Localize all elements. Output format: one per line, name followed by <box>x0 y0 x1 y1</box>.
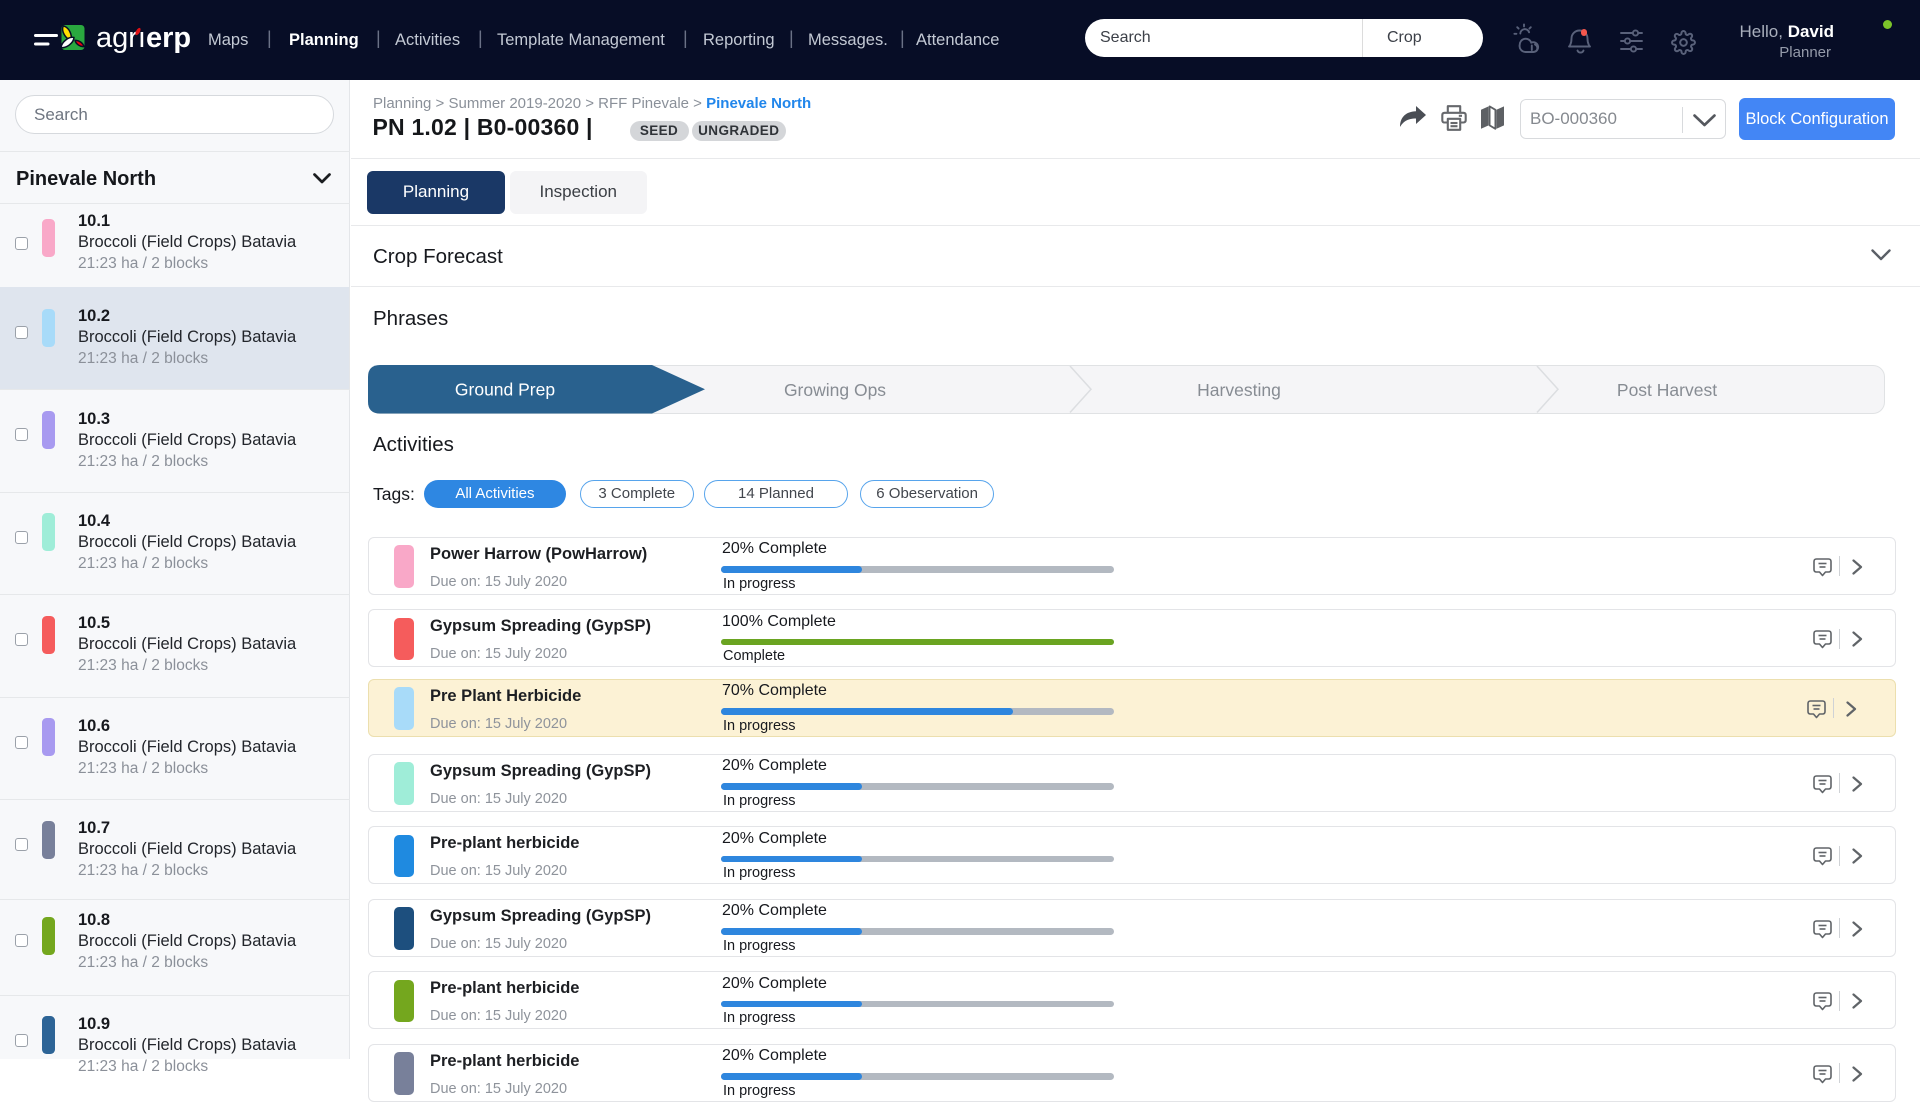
svg-text:Ground Prep: Ground Prep <box>455 380 555 400</box>
